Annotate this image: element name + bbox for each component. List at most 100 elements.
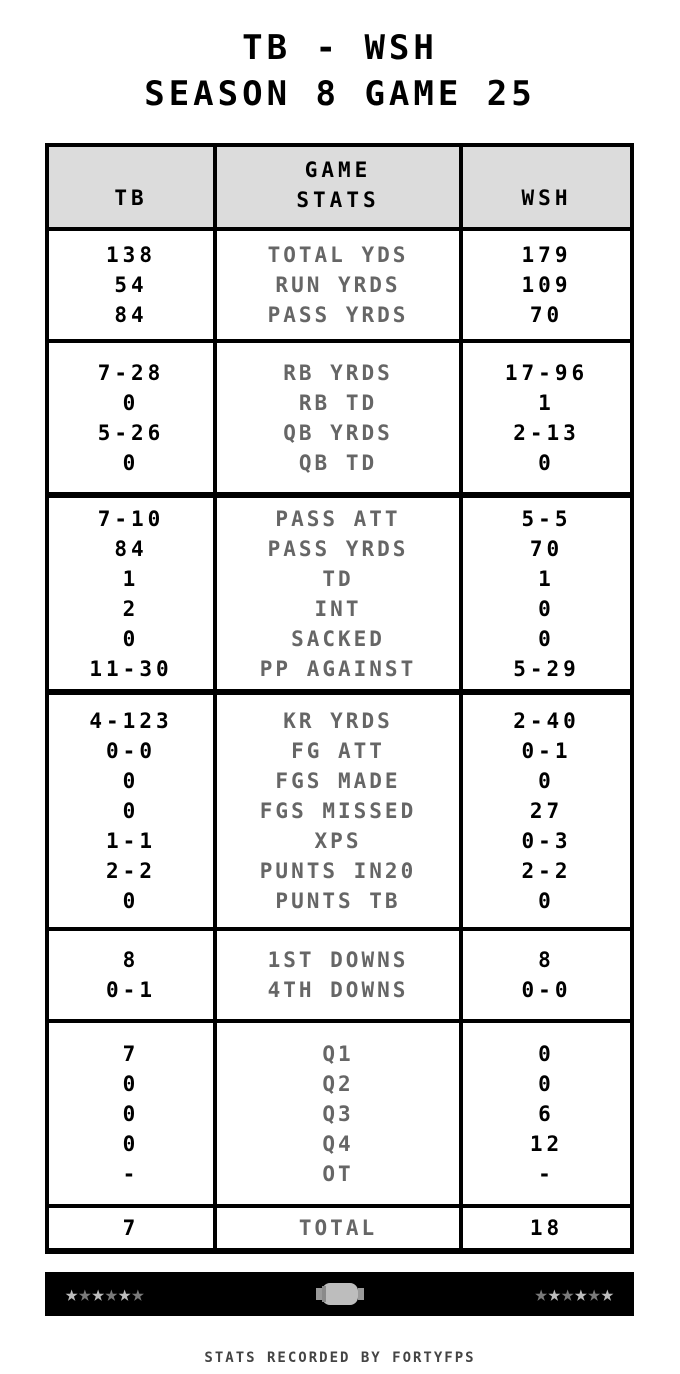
stat-value: 18: [529, 1216, 564, 1240]
stat-value: -: [538, 1161, 555, 1186]
stat-value: 8: [538, 948, 555, 972]
stat-value: 5-26: [97, 420, 165, 445]
stat-label: Q1: [322, 1041, 354, 1066]
stat-value: 0: [538, 889, 555, 913]
stat-value: 0-1: [521, 739, 572, 763]
stat-value: 2-40: [513, 709, 580, 733]
stat-value: 54: [114, 273, 148, 297]
star-icon: ★: [587, 1281, 601, 1307]
stat-value: 0: [538, 1041, 555, 1066]
stat-labels: RB YRDS RB TD QB YRDS QB TD: [217, 343, 463, 492]
stat-value: 0-1: [106, 978, 156, 1002]
stat-label: RUN YRDS: [275, 273, 401, 297]
stat-value: 179: [521, 243, 572, 267]
stat-value: 70: [529, 536, 564, 561]
away-values: 5-5 70 1 0 0 5-29: [463, 498, 630, 689]
star-icon: ★: [104, 1281, 118, 1307]
stat-labels: PASS ATT PASS YRDS TD INT SACKED PP AGAINST: [217, 498, 463, 689]
stat-label: Q3: [322, 1101, 354, 1126]
star-icon: ★: [600, 1281, 614, 1307]
away-values: 2-40 0-1 0 27 0-3 2-2 0: [463, 695, 630, 927]
stat-value: 0-0: [521, 978, 572, 1002]
stats-section: 7-28 0 5-26 0 RB YRDS RB TD QB YRDS QB TD 17-96 1…: [49, 343, 630, 495]
home-team-header: TB: [114, 186, 148, 210]
home-values: 8 0-1: [49, 931, 217, 1019]
stat-value: 0: [122, 889, 140, 913]
stat-value: 7: [122, 1216, 140, 1240]
stat-labels: TOTAL YDS RUN YRDS PASS YRDS: [217, 231, 463, 339]
stat-value: 6: [538, 1101, 555, 1126]
stat-value: 0: [122, 769, 140, 793]
stat-label: SACKED: [291, 626, 385, 651]
home-values: 7-28 0 5-26 0: [49, 343, 217, 492]
stat-label: Q2: [322, 1071, 354, 1096]
star-icon: ★: [534, 1281, 548, 1307]
stat-value: 11-30: [89, 656, 173, 681]
stats-section: 8 0-1 1ST DOWNS 4TH DOWNS 8 0-0: [49, 931, 630, 1023]
stats-section: 138 54 84 TOTAL YDS RUN YRDS PASS YRDS 179 109 7…: [49, 231, 630, 343]
star-icon: ★: [131, 1281, 145, 1307]
stat-label: QB TD: [298, 450, 378, 475]
stat-value: 0: [538, 450, 555, 475]
home-values: 138 54 84: [49, 231, 217, 339]
stat-value: 0: [122, 390, 140, 415]
star-icon: ★: [547, 1281, 561, 1307]
game-subtitle: SEASON 8 GAME 25: [144, 74, 536, 114]
football-icon: [315, 1283, 364, 1305]
divider: [49, 1251, 630, 1254]
home-stars: ★★★★★★: [65, 1282, 145, 1307]
star-icon: ★: [65, 1281, 79, 1307]
stat-labels: TOTAL: [217, 1208, 463, 1248]
stat-value: 0: [538, 596, 555, 621]
stat-value: 138: [106, 243, 156, 267]
stat-label: PP AGAINST: [259, 656, 417, 681]
stat-value: 4-123: [89, 709, 173, 733]
stat-label: PASS YRDS: [267, 303, 409, 327]
away-values: 17-96 1 2-13 0: [463, 343, 630, 492]
matchup-title: TB - WSH: [242, 28, 438, 68]
stat-labels: KR YRDS FG ATT FGS MADE FGS MISSED XPS PUNTS …: [217, 695, 463, 927]
stat-value: 0-0: [106, 739, 156, 763]
stat-value: 27: [529, 799, 564, 823]
stat-value: 0-3: [521, 829, 572, 853]
stat-label: FGS MADE: [275, 769, 401, 793]
star-icon: ★: [574, 1281, 588, 1307]
stat-value: 0: [122, 799, 140, 823]
stat-value: 109: [521, 273, 572, 297]
star-icon: ★: [561, 1281, 575, 1307]
stats-section: 7 TOTAL 18: [49, 1208, 630, 1251]
stat-value: 0: [122, 450, 140, 475]
star-icon: ★: [91, 1281, 105, 1307]
stat-value: 5-5: [521, 506, 572, 531]
stat-value: 2-2: [521, 859, 572, 883]
stat-label: QB YRDS: [283, 420, 393, 445]
table-header: TB GAME STATS WSH: [49, 147, 630, 231]
stat-label: Q4: [322, 1131, 354, 1156]
credit-text: STATS RECORDED BY FORTYFPS: [204, 1350, 476, 1366]
stats-header-line1: GAME: [304, 158, 372, 182]
stat-label: INT: [314, 596, 362, 621]
stat-value: 70: [529, 303, 564, 327]
stat-label: PUNTS TB: [275, 889, 401, 913]
stat-value: 2: [122, 596, 140, 621]
divider: [49, 692, 630, 695]
stats-section: 4-123 0-0 0 0 1-1 2-2 0 KR YRDS FG ATT FGS MADE FG…: [49, 695, 630, 931]
stat-label: FG ATT: [291, 739, 385, 763]
away-values: 18: [463, 1208, 630, 1248]
home-values: 7-10 84 1 2 0 11-30: [49, 498, 217, 689]
stat-value: 0: [538, 1071, 555, 1096]
stats-header-line2: STATS: [296, 188, 380, 212]
star-icon: ★: [78, 1281, 92, 1307]
stat-value: 7-10: [97, 506, 165, 531]
stat-value: 2-13: [513, 420, 580, 445]
home-values: 4-123 0-0 0 0 1-1 2-2 0: [49, 695, 217, 927]
footer-bar: ★★★★★★ ★★★★★★: [45, 1272, 634, 1316]
stat-label: PASS ATT: [275, 506, 401, 531]
stat-value: 0: [122, 626, 140, 651]
stat-value: 0: [538, 626, 555, 651]
stat-value: 8: [122, 948, 140, 972]
away-values: 0 0 6 12 -: [463, 1023, 630, 1204]
stat-label: 4TH DOWNS: [267, 978, 409, 1002]
stat-labels: Q1 Q2 Q3 Q4 OT: [217, 1023, 463, 1204]
stat-value: 17-96: [504, 360, 589, 385]
